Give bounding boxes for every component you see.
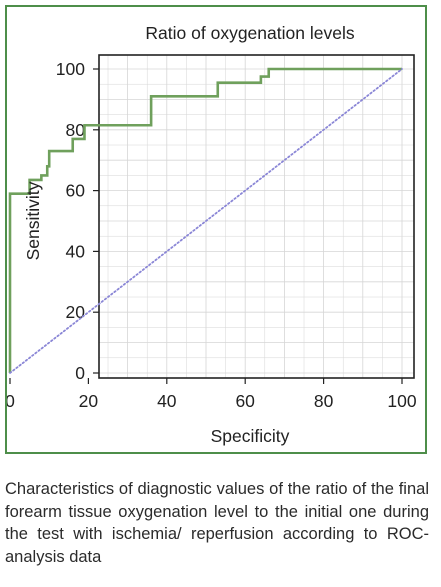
x-tick-label: 60 — [235, 391, 255, 411]
y-tick-label: 100 — [56, 59, 85, 79]
x-tick-label: 0 — [7, 391, 15, 411]
x-tick-label: 100 — [387, 391, 416, 411]
y-tick-label: 20 — [66, 302, 86, 322]
y-tick-label: 80 — [66, 120, 86, 140]
roc-chart: Ratio of oxygenation levels 0 20 40 60 80 100… — [7, 23, 417, 446]
reference-diagonal-line — [9, 68, 403, 374]
chart-title: Ratio of oxygenation levels — [145, 23, 354, 43]
figure-frame: Ratio of oxygenation levels 0 20 40 60 80 100… — [5, 5, 427, 454]
plot-area — [98, 54, 415, 379]
grid-lines — [99, 55, 414, 378]
y-axis-label: Sensitivity — [23, 181, 43, 260]
y-tick-label: 40 — [66, 241, 86, 261]
x-tick-label: 40 — [157, 391, 177, 411]
axis-ticks: 0 20 40 60 80 100 0 20 40 60 80 100 — [7, 59, 417, 411]
x-axis-label: Specificity — [211, 426, 290, 446]
figure-caption: Characteristics of diagnostic values of … — [5, 480, 429, 566]
series-layer — [8, 67, 403, 374]
roc-curve-line — [8, 67, 402, 373]
x-tick-label: 80 — [314, 391, 334, 411]
x-tick-label: 20 — [79, 391, 99, 411]
y-tick-label: 0 — [75, 363, 85, 383]
y-tick-label: 60 — [66, 181, 86, 201]
